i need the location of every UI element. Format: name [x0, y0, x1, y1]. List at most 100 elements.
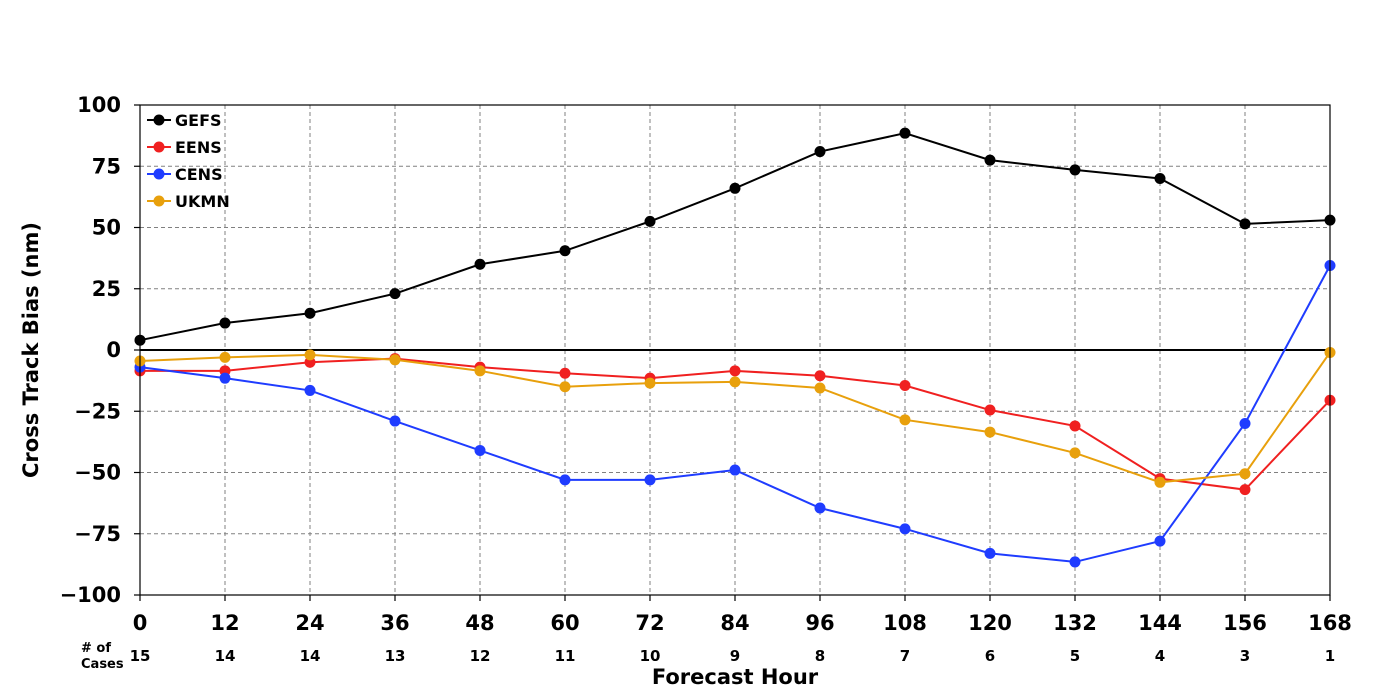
y-tick-label: 100: [77, 93, 121, 117]
legend-label: GEFS: [175, 111, 222, 130]
data-point: [984, 154, 996, 166]
data-point: [1239, 418, 1251, 429]
y-tick-label: −25: [74, 399, 121, 423]
x-tick-label: 48: [465, 611, 494, 635]
x-tick-label: 144: [1138, 611, 1182, 635]
data-point: [559, 474, 571, 486]
data-point: [729, 376, 741, 388]
data-point: [814, 502, 826, 514]
data-point: [474, 258, 486, 270]
data-point: [729, 182, 741, 194]
legend-marker: [153, 114, 165, 126]
case-count-label: 4: [1155, 647, 1165, 665]
data-point: [1069, 556, 1081, 568]
case-count-label: 7: [900, 647, 910, 665]
case-count-label: 12: [470, 647, 491, 665]
legend-label: CENS: [175, 165, 223, 184]
legend-marker: [153, 168, 165, 180]
x-tick-label: 72: [635, 611, 664, 635]
x-axis-ticks: 0 12 24 36 48 60 72 84 96 108 120 132 144 156 168: [133, 595, 1352, 635]
data-point: [1239, 468, 1251, 480]
case-count-label: 10: [640, 647, 661, 665]
data-point: [1069, 420, 1081, 432]
legend: GEFS EENS CENS UKMN: [147, 111, 230, 211]
x-tick-label: 120: [968, 611, 1012, 635]
x-tick-label: 60: [550, 611, 579, 635]
data-point: [899, 523, 911, 535]
data-point: [814, 382, 826, 394]
data-point: [219, 351, 231, 363]
data-point: [1239, 218, 1251, 230]
data-point: [814, 370, 826, 382]
cases-label-line1: # of: [81, 641, 111, 656]
legend-item-eens: EENS: [147, 138, 222, 157]
y-tick-label: −50: [74, 461, 121, 485]
x-tick-label: 0: [133, 611, 148, 635]
x-tick-label: 12: [210, 611, 239, 635]
x-tick-label: 36: [380, 611, 409, 635]
case-count-label: 3: [1240, 647, 1250, 665]
x-tick-label: 96: [805, 611, 834, 635]
series-cens: [134, 259, 1336, 568]
data-point: [1154, 173, 1166, 184]
series-gefs: [134, 127, 1336, 346]
x-tick-label: 156: [1223, 611, 1267, 635]
data-point: [474, 444, 486, 456]
data-point: [1069, 447, 1081, 459]
data-point: [389, 288, 401, 300]
legend-item-cens: CENS: [147, 165, 223, 184]
case-count-label: 8: [815, 647, 825, 665]
y-axis-title: Cross Track Bias (nm): [19, 222, 43, 478]
y-tick-label: 50: [92, 216, 121, 240]
data-point: [644, 215, 656, 227]
legend-label: UKMN: [175, 192, 230, 211]
case-count-label: 1: [1325, 647, 1335, 665]
legend-marker: [153, 141, 165, 153]
data-point: [814, 146, 826, 158]
case-count-label: 13: [385, 647, 406, 665]
data-point: [219, 372, 231, 384]
x-axis-title: Forecast Hour: [652, 665, 819, 689]
data-point: [644, 474, 656, 486]
case-count-label: 14: [300, 647, 321, 665]
data-point: [984, 426, 996, 438]
data-point: [304, 384, 316, 396]
data-point: [1154, 476, 1166, 488]
data-point: [219, 317, 231, 329]
data-point: [304, 349, 316, 361]
cases-label-line2: Cases: [81, 657, 124, 672]
legend-item-ukmn: UKMN: [147, 192, 230, 211]
series-lines: [134, 127, 1336, 568]
data-point: [899, 127, 911, 139]
case-count-label: 5: [1070, 647, 1080, 665]
case-count-label: 14: [215, 647, 236, 665]
data-point: [729, 464, 741, 476]
data-point: [559, 367, 571, 379]
data-point: [559, 381, 571, 393]
data-point: [1239, 484, 1251, 496]
data-point: [899, 380, 911, 392]
data-point: [389, 354, 401, 366]
x-tick-label: 108: [883, 611, 927, 635]
data-point: [984, 547, 996, 559]
x-tick-label: 132: [1053, 611, 1097, 635]
data-point: [1154, 535, 1166, 547]
data-point: [559, 245, 571, 257]
data-point: [644, 377, 656, 389]
legend-item-gefs: GEFS: [147, 111, 222, 130]
y-axis-ticks: 100 75 50 25 0 −25 −50 −75 −100: [60, 93, 140, 607]
y-tick-label: −75: [74, 522, 121, 546]
case-count-label: 11: [555, 647, 576, 665]
y-tick-label: 25: [92, 277, 121, 301]
x-tick-label: 84: [720, 611, 749, 635]
data-point: [984, 404, 996, 416]
case-count-label: 9: [730, 647, 740, 665]
x-tick-label: 24: [295, 611, 324, 635]
data-point: [1069, 164, 1081, 176]
data-point: [474, 365, 486, 377]
data-point: [304, 307, 316, 319]
y-tick-label: 75: [92, 154, 121, 178]
case-count-label: 15: [130, 647, 151, 665]
data-point: [729, 365, 741, 377]
